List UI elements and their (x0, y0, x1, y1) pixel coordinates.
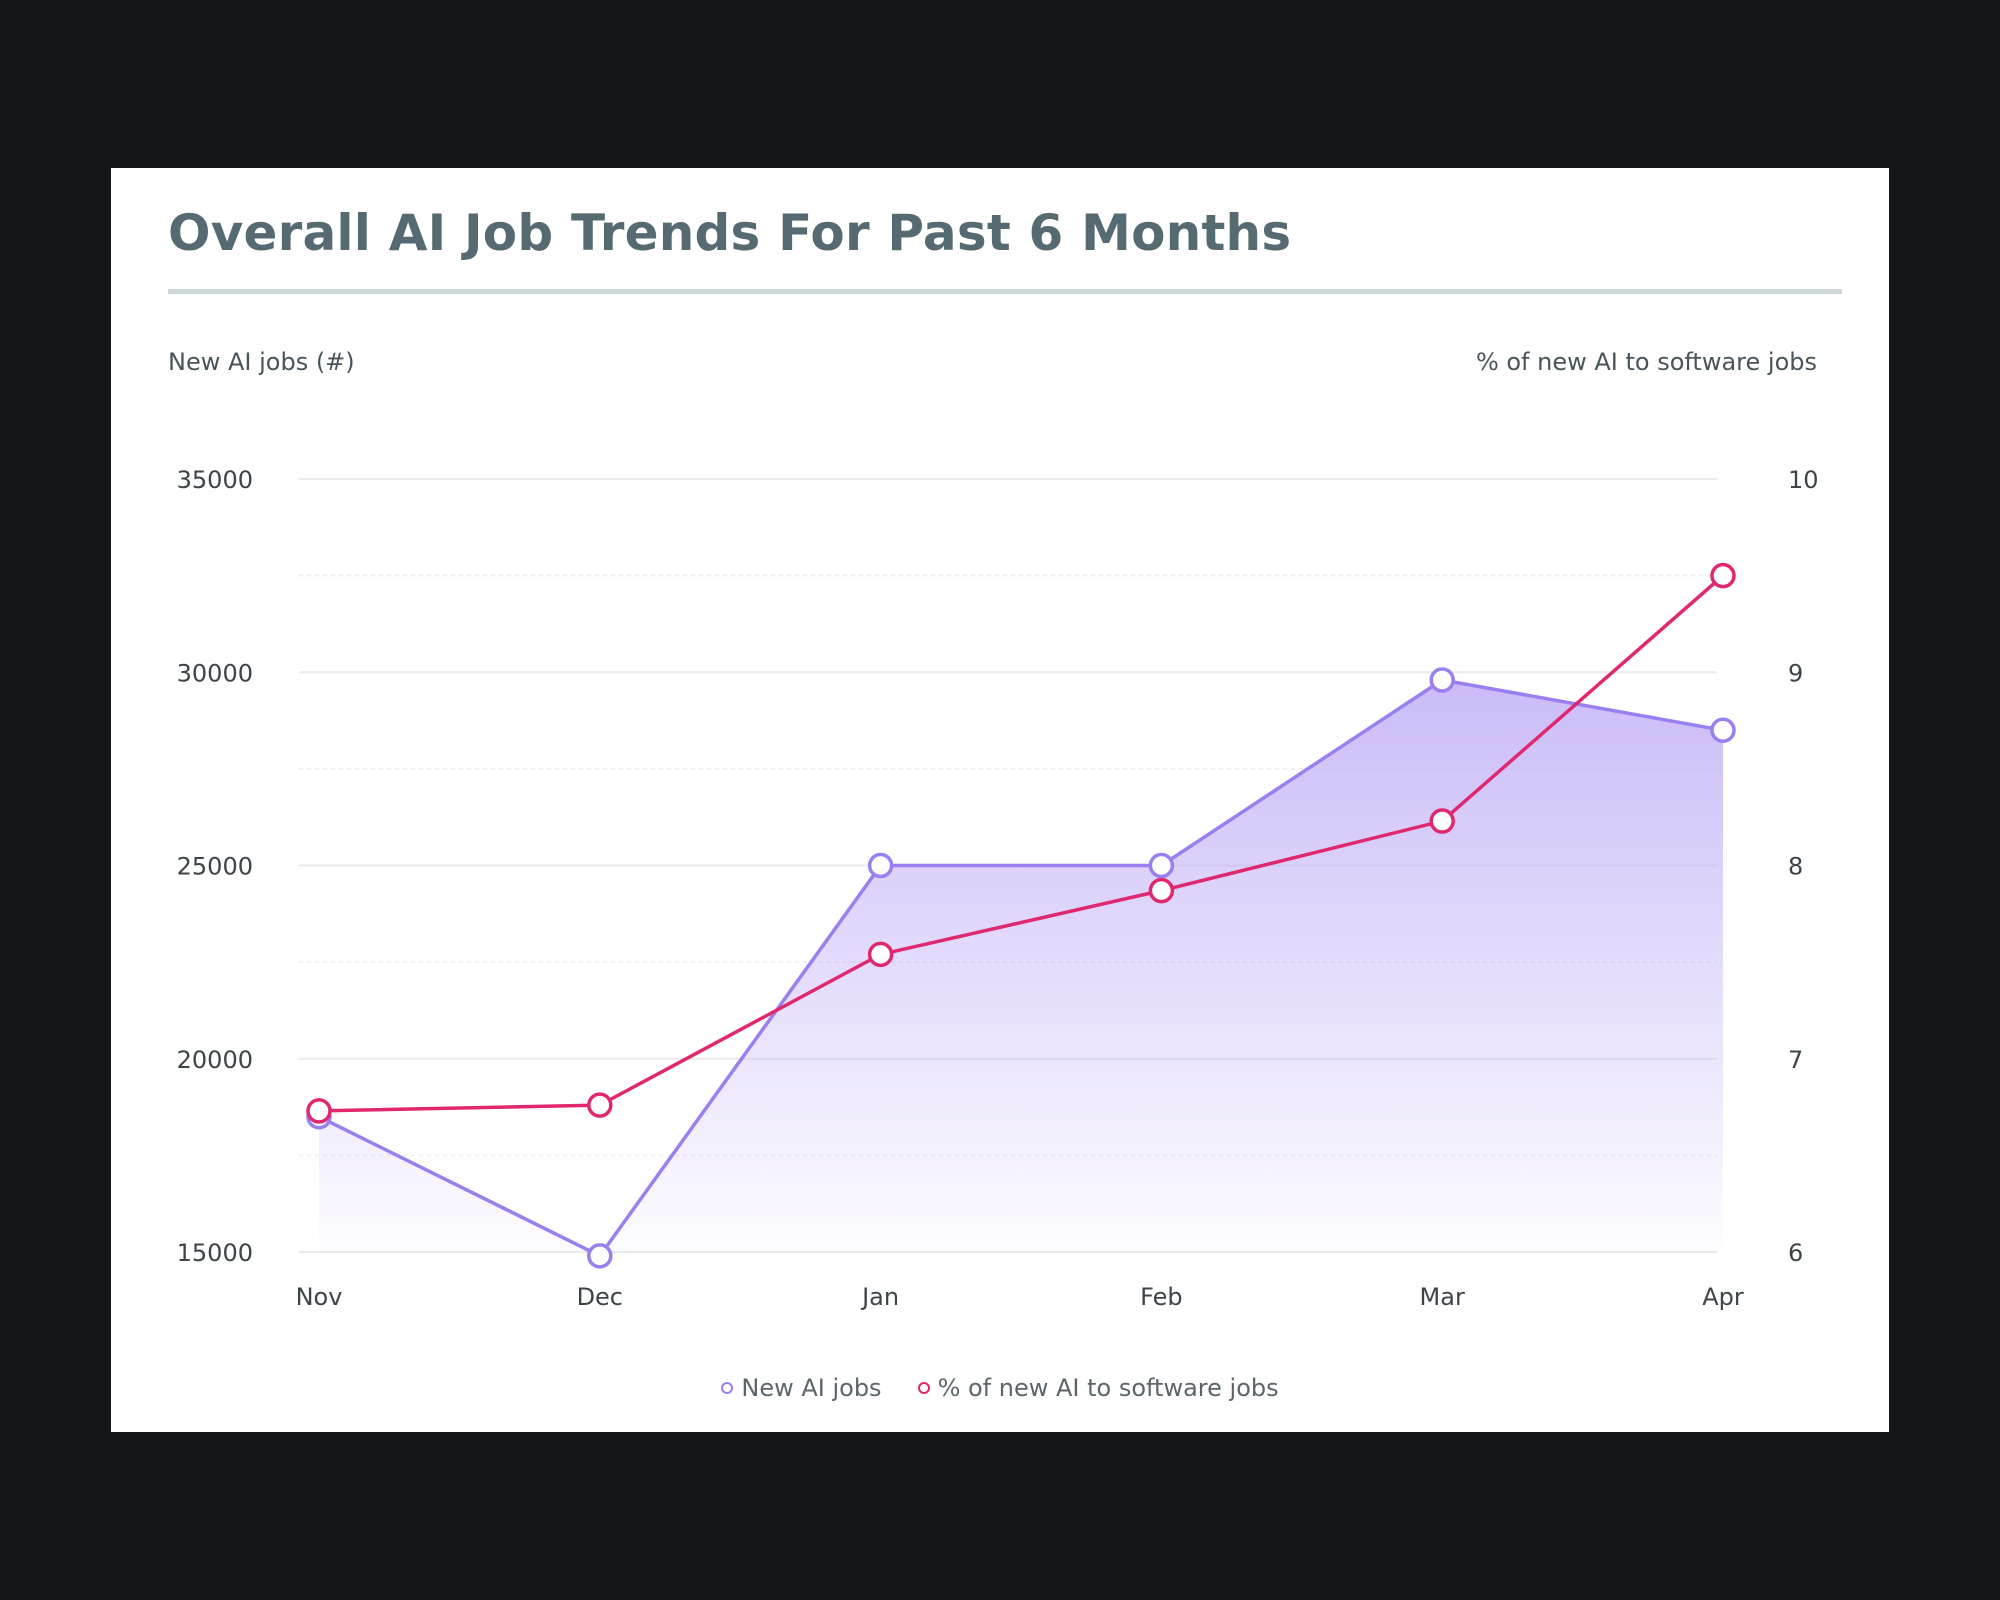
legend-item-ai-share[interactable]: % of new AI to software jobs (917, 1374, 1279, 1402)
data-point[interactable] (867, 941, 894, 968)
data-point[interactable] (1148, 852, 1175, 879)
legend-marker-pink-icon (917, 1382, 930, 1394)
data-point[interactable] (587, 1092, 613, 1118)
series-lines (318, 574, 1725, 1258)
left-tick-label: 20000 (177, 1046, 253, 1074)
series-line-ai-share (318, 574, 1725, 1113)
chart-title: Overall AI Job Trends For Past 6 Months (168, 204, 1292, 262)
right-tick-label: 10 (1788, 466, 1819, 494)
x-tick-label: Jan (860, 1283, 899, 1311)
series-points (306, 562, 1736, 1269)
legend: New AI jobs % of new AI to software jobs (111, 1374, 1889, 1402)
legend-label: New AI jobs (741, 1374, 882, 1402)
data-point[interactable] (1429, 667, 1455, 693)
x-tick-label: Mar (1420, 1283, 1465, 1311)
axis-ticks: 35000 30000 25000 20000 15000 10 9 8 7 6 Nov Dec Jan… (177, 466, 1819, 1311)
left-tick-label: 30000 (177, 659, 253, 687)
data-point[interactable] (1429, 808, 1455, 834)
left-tick-label: 15000 (177, 1239, 253, 1267)
data-point[interactable] (1710, 717, 1736, 743)
x-tick-label: Feb (1140, 1283, 1183, 1311)
data-point[interactable] (306, 1098, 332, 1124)
series-line-new-ai-jobs (318, 678, 1724, 1258)
area-fill (319, 679, 1723, 1256)
right-tick-label: 8 (1788, 853, 1803, 881)
left-axis-title: New AI jobs (#) (168, 348, 355, 376)
x-tick-label: Nov (296, 1283, 343, 1311)
right-tick-label: 6 (1788, 1239, 1803, 1267)
series-area (319, 679, 1723, 1256)
data-point[interactable] (587, 1243, 613, 1269)
x-tick-label: Apr (1702, 1283, 1744, 1311)
right-tick-label: 7 (1788, 1046, 1803, 1074)
x-tick-label: Dec (577, 1283, 623, 1311)
data-point[interactable] (1710, 562, 1736, 589)
chart-card: Overall AI Job Trends For Past 6 Months … (111, 168, 1889, 1432)
left-tick-label: 35000 (177, 466, 253, 494)
data-point[interactable] (867, 852, 894, 879)
data-point[interactable] (1148, 877, 1175, 904)
right-tick-label: 9 (1788, 659, 1803, 687)
title-divider (168, 289, 1842, 294)
left-tick-label: 25000 (177, 853, 253, 881)
legend-item-new-ai-jobs[interactable]: New AI jobs (721, 1374, 882, 1402)
legend-marker-purple-icon (721, 1382, 734, 1394)
right-axis-title: % of new AI to software jobs (1475, 348, 1817, 376)
legend-label: % of new AI to software jobs (937, 1374, 1279, 1402)
chart-plot: 35000 30000 25000 20000 15000 10 9 8 7 6 Nov Dec Jan… (177, 466, 1819, 1311)
